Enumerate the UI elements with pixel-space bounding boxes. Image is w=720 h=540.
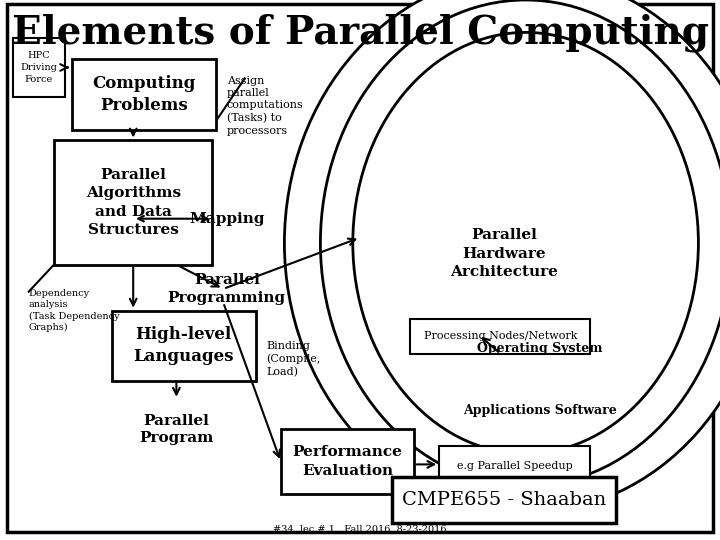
Ellipse shape xyxy=(353,32,698,454)
FancyBboxPatch shape xyxy=(72,59,216,130)
FancyBboxPatch shape xyxy=(392,477,616,523)
FancyBboxPatch shape xyxy=(112,310,256,381)
Text: Operating System: Operating System xyxy=(477,342,603,355)
Ellipse shape xyxy=(320,0,720,486)
FancyBboxPatch shape xyxy=(439,446,590,486)
Text: Dependency
analysis
(Task Dependency
Graphs): Dependency analysis (Task Dependency Gra… xyxy=(29,289,120,332)
Text: Processing Nodes/Network: Processing Nodes/Network xyxy=(423,331,577,341)
Text: Assign
parallel
computations
(Tasks) to
processors: Assign parallel computations (Tasks) to … xyxy=(227,76,304,136)
Text: High-level
Languages: High-level Languages xyxy=(133,326,234,365)
FancyBboxPatch shape xyxy=(13,38,65,97)
Text: Parallel
Programming: Parallel Programming xyxy=(168,273,286,305)
FancyBboxPatch shape xyxy=(54,140,212,265)
Text: Applications Software: Applications Software xyxy=(463,404,617,417)
Text: CMPE655 - Shaaban: CMPE655 - Shaaban xyxy=(402,491,606,509)
Text: #34  lec # 1   Fall 2016  8-23-2016: #34 lec # 1 Fall 2016 8-23-2016 xyxy=(274,525,446,534)
FancyBboxPatch shape xyxy=(7,4,713,532)
FancyBboxPatch shape xyxy=(281,429,414,494)
Text: Elements of Parallel Computing: Elements of Parallel Computing xyxy=(12,13,708,52)
Text: Parallel
Algorithms
and Data
Structures: Parallel Algorithms and Data Structures xyxy=(86,168,181,237)
FancyBboxPatch shape xyxy=(410,319,590,354)
Text: HPC
Driving
Force: HPC Driving Force xyxy=(20,51,58,84)
Text: Mapping: Mapping xyxy=(189,212,264,226)
Text: Parallel
Hardware
Architecture: Parallel Hardware Architecture xyxy=(450,228,558,279)
Text: Performance
Evaluation: Performance Evaluation xyxy=(292,446,402,478)
Text: Binding
(Compile,
Load): Binding (Compile, Load) xyxy=(266,341,321,377)
Text: Computing
Problems: Computing Problems xyxy=(92,75,196,114)
Text: Parallel
Program: Parallel Program xyxy=(139,414,214,445)
Ellipse shape xyxy=(284,0,720,513)
Text: e.g Parallel Speedup: e.g Parallel Speedup xyxy=(457,461,572,471)
